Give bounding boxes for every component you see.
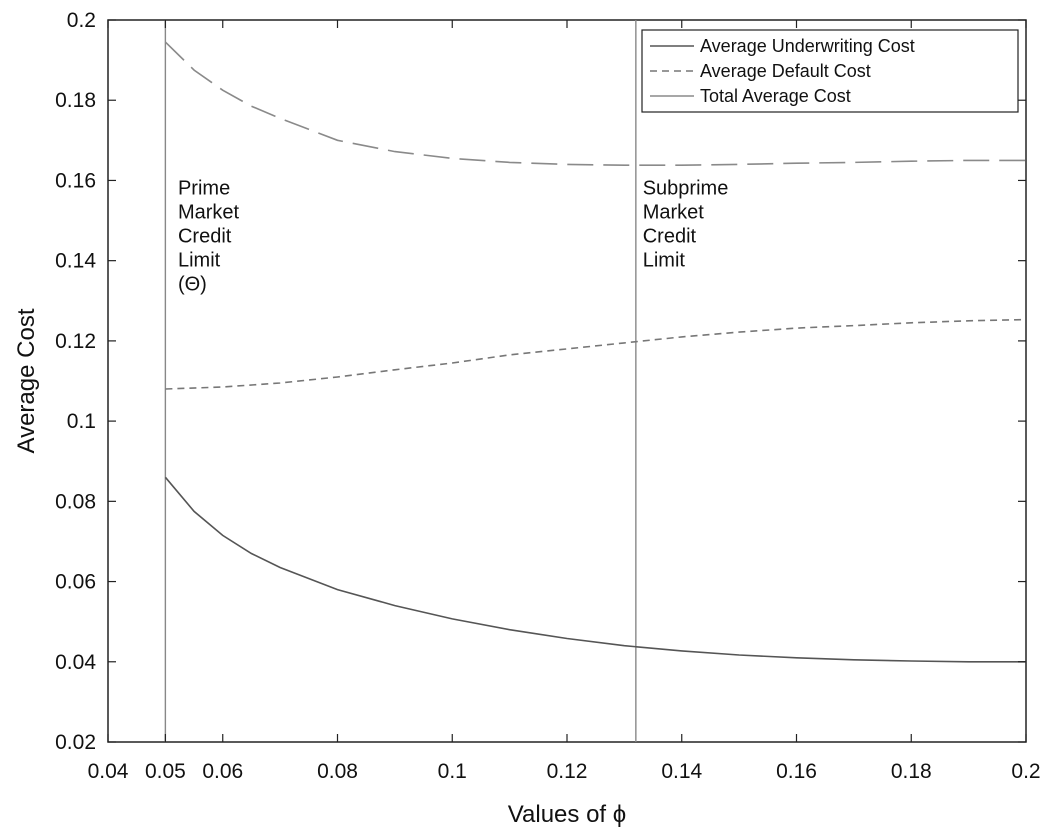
legend-label-1: Average Underwriting Cost — [700, 36, 915, 56]
annotation-line: Credit — [643, 226, 697, 248]
legend-label-3: Total Average Cost — [700, 86, 851, 106]
annotation-line: Limit — [643, 250, 686, 272]
annotation-2: Subprime Market Credit Limit — [643, 178, 729, 272]
y-tick-label: 0.1 — [67, 410, 96, 433]
annotation-line: Market — [643, 202, 705, 224]
y-tick-label: 0.02 — [55, 731, 96, 754]
y-tick-label: 0.16 — [55, 169, 96, 192]
annotation-line: Credit — [178, 226, 232, 248]
y-tick-label: 0.14 — [55, 250, 96, 273]
plot-frame — [107, 19, 1027, 743]
series-line-1 — [164, 476, 1026, 663]
x-tick-label: 0.05 — [145, 760, 186, 783]
reference-lines — [164, 20, 637, 742]
y-tick-label: 0.2 — [67, 9, 96, 32]
y-tick-label: 0.12 — [55, 330, 96, 353]
legend-label-2: Average Default Cost — [700, 61, 871, 81]
x-axis-title: Values of ϕ — [508, 801, 626, 828]
annotations: Prime Market Credit Limit (Θ)Subprime Market C… — [178, 178, 728, 296]
x-tick-label: 0.1 — [438, 760, 467, 783]
annotation-line: Prime — [178, 178, 230, 200]
x-tick-label: 0.16 — [776, 760, 817, 783]
legend: Average Underwriting Cost Average Default… — [641, 29, 1019, 113]
x-tick-label: 0.2 — [1011, 760, 1040, 783]
x-tick-label: 0.06 — [202, 760, 243, 783]
annotation-line: Market — [178, 202, 240, 224]
series-line-3 — [164, 41, 1026, 166]
x-tick-label: 0.14 — [661, 760, 702, 783]
y-axis-title: Average Cost — [13, 308, 40, 453]
y-tick-label: 0.08 — [55, 490, 96, 513]
annotation-line: Subprime — [643, 178, 729, 200]
annotation-line: Limit — [178, 250, 221, 272]
series-layer — [164, 41, 1027, 663]
annotation-line: (Θ) — [178, 274, 207, 296]
y-tick-label: 0.18 — [55, 89, 96, 112]
x-tick-label: 0.08 — [317, 760, 358, 783]
y-tick-label: 0.04 — [55, 651, 96, 674]
y-tick-label: 0.06 — [55, 571, 96, 594]
x-tick-label: 0.18 — [891, 760, 932, 783]
x-tick-label: 0.04 — [88, 760, 129, 783]
axis-ticks: 0.04 0.05 0.06 0.08 0.1 0.12 0.14 0.16 0.18 0.2 0.… — [55, 9, 1040, 783]
annotation-1: Prime Market Credit Limit (Θ) — [178, 178, 240, 296]
legend-box — [641, 29, 1019, 113]
series-line-2 — [165, 318, 1027, 390]
x-tick-label: 0.12 — [547, 760, 588, 783]
